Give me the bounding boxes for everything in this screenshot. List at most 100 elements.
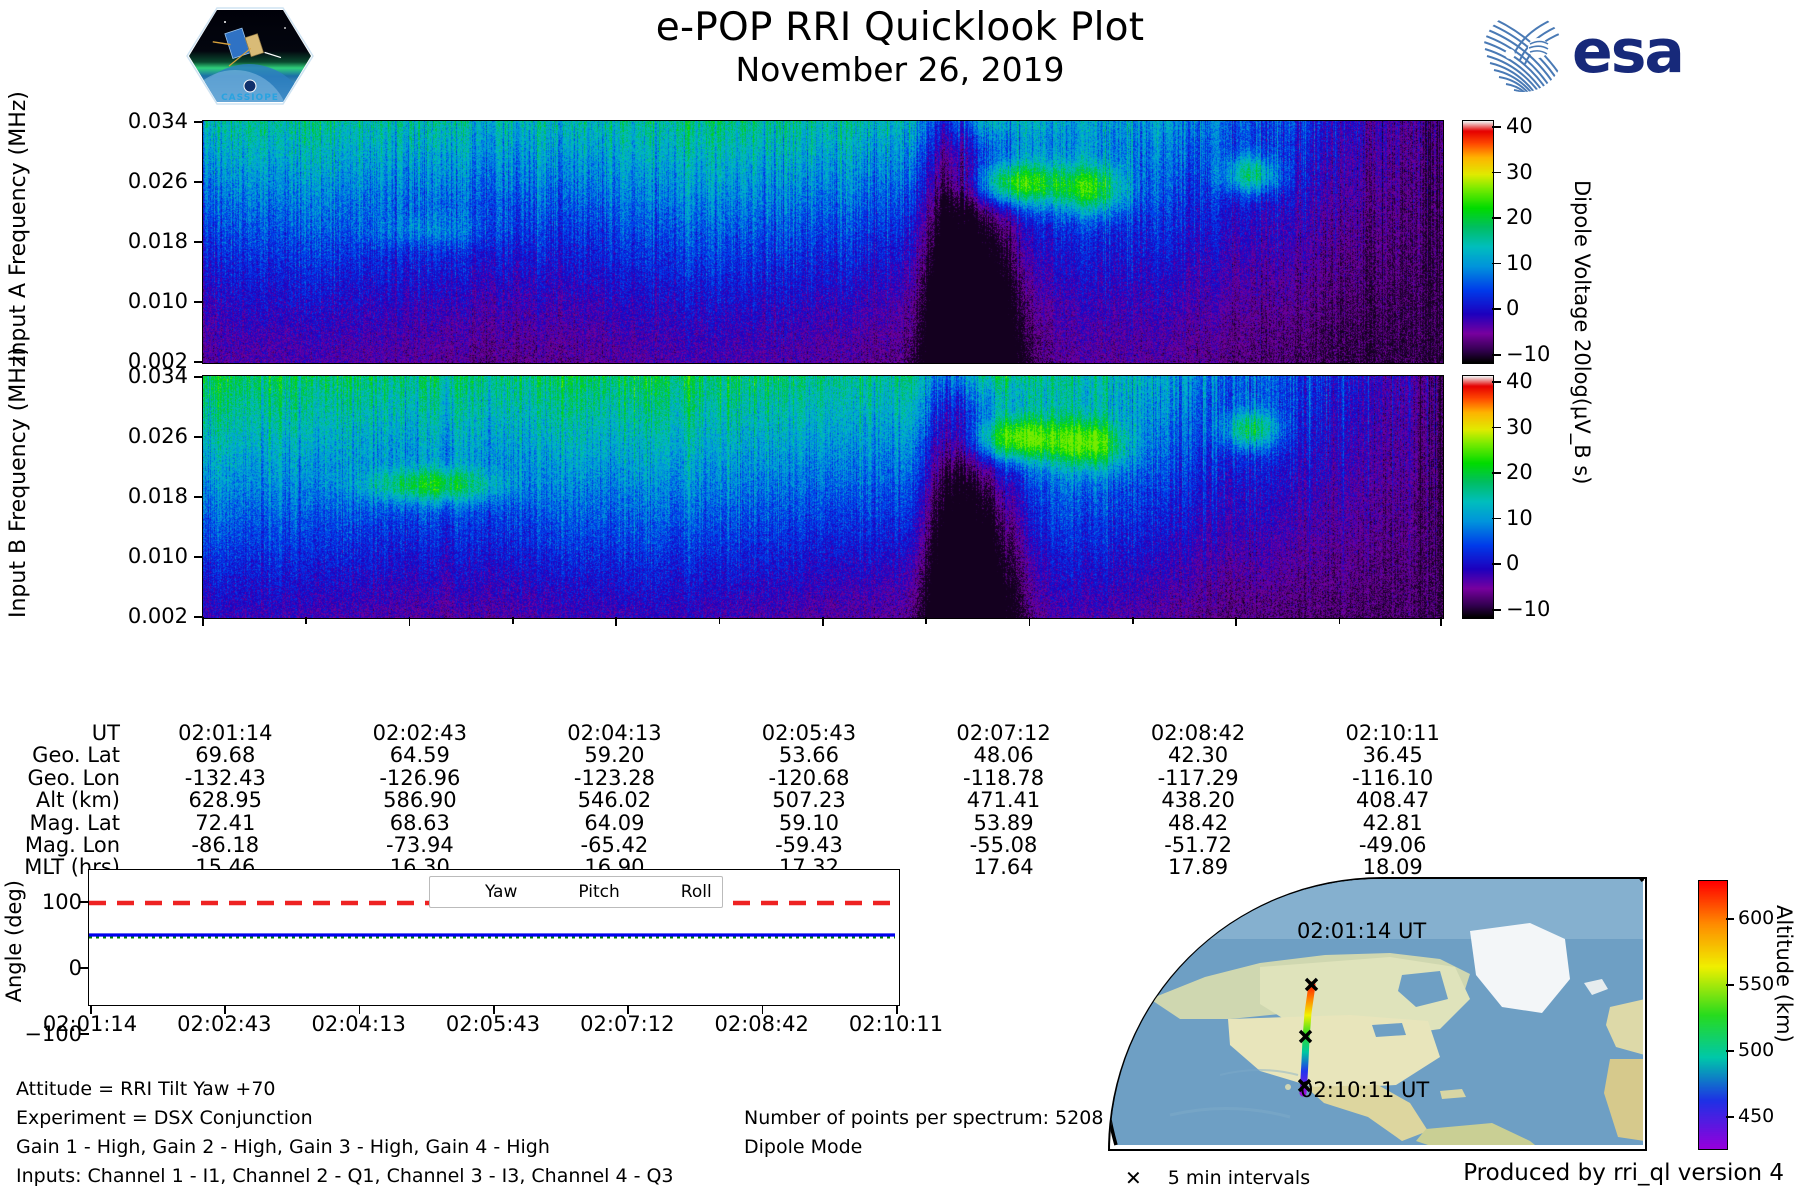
spectrogram-xtick-mark [408, 617, 411, 626]
ephemeris-cell: 53.66 [778, 743, 840, 768]
altitude-tick-label: 550 [1738, 973, 1775, 995]
ephemeris-cell: -51.72 [1164, 833, 1232, 858]
spectrogram-a-plot [202, 120, 1444, 364]
ephemeris-cell: 628.95 [188, 788, 263, 813]
spectrogram-xtick-minor [512, 617, 514, 624]
ephemeris-cell: -120.68 [768, 765, 850, 790]
colorbar-b-tick-mark [1492, 517, 1501, 520]
ephemeris-cell: 02:05:43 [761, 721, 857, 745]
spectrogram-xtick-mark [1235, 617, 1237, 626]
spectrogram-b-ytick-label: 0.026 [127, 424, 188, 448]
altitude-tick-mark [1726, 1050, 1734, 1052]
spectrogram-b-ytick-mark [194, 376, 203, 378]
ephemeris-row: Alt (km) 628.95 586.90 546.02 507.23 471.41 43… [0, 788, 1490, 813]
attitude-ytick-mark [80, 967, 89, 969]
spectrogram-b-ytick-mark [194, 556, 203, 558]
ephemeris-table-body: UT 02:01:14 02:02:43 02:04:13 02:05:43 02:07:… [0, 722, 1490, 879]
attitude-ytick-mark [80, 1033, 89, 1035]
spectrogram-a-ytick-mark [194, 301, 203, 303]
map-legend: ✕ 5 min intervals [1125, 1166, 1310, 1190]
spectrogram-xtick-minor [718, 617, 721, 624]
ephemeris-cell: 02:10:11 [1345, 721, 1440, 745]
ephemeris-row: UT 02:01:14 02:02:43 02:04:13 02:05:43 02:07:… [0, 721, 1490, 745]
legend-label-yaw: Yaw [485, 882, 518, 902]
ephemeris-cell: 42.81 [1362, 810, 1423, 835]
ephemeris-cell: 438.20 [1161, 788, 1235, 813]
esa-wordmark: esa [1572, 17, 1683, 87]
colorbar-a-tick-label: 0 [1506, 296, 1520, 321]
ephemeris-cell: -55.08 [969, 833, 1038, 858]
ephemeris-cell: -59.43 [775, 833, 843, 858]
attitude-xtick-mark [224, 1005, 226, 1014]
ephemeris-cell: 471.41 [966, 788, 1041, 813]
ephemeris-cell: 02:08:42 [1150, 721, 1246, 745]
ephemeris-cell: 17.64 [973, 855, 1034, 880]
spectrogram-b-ytick-label: 0.018 [127, 484, 188, 508]
ephemeris-cell: 586.90 [383, 788, 457, 813]
legend-item-pitch: Pitch [533, 882, 619, 902]
colorbar-b-tick-label: 10 [1506, 505, 1533, 530]
altitude-tick-label: 450 [1738, 1105, 1775, 1127]
colorbar-a-tick-mark [1492, 262, 1501, 265]
spectrogram-xtick-mark [1028, 617, 1031, 626]
spectrogram-xtick-minor [1338, 617, 1341, 624]
ephemeris-cell: 02:04:13 [567, 721, 662, 745]
ephemeris-cell: 36.45 [1362, 743, 1423, 768]
ephemeris-row-label: Mag. Lon [24, 833, 120, 858]
attitude-xtick-label: 02:04:13 [311, 1012, 406, 1036]
colorbar-b-tick-mark [1492, 609, 1501, 611]
spectrogram-a-ytick-mark [194, 241, 203, 243]
ephemeris-cell: -86.18 [191, 833, 260, 858]
altitude-tick-label: 500 [1738, 1039, 1775, 1061]
ephemeris-row-label: Geo. Lat [32, 743, 120, 768]
attitude-xtick-label: 02:08:42 [714, 1012, 809, 1036]
ephemeris-row: Geo. Lat 69.68 64.59 59.20 53.66 48.06 42.30 36… [0, 743, 1490, 768]
colorbar-a-tick-label: 40 [1506, 114, 1533, 138]
spectrogram-b-ytick-mark [194, 616, 203, 618]
colorbar-a-tick-label: 10 [1506, 250, 1533, 275]
ephemeris-cell: -117.29 [1157, 765, 1239, 790]
ephemeris-row-label: UT [91, 721, 120, 745]
footer-line-left: Gain 1 - High, Gain 2 - High, Gain 3 - H… [16, 1136, 550, 1158]
colorbar-b-tick-label: −10 [1506, 597, 1551, 621]
attitude-xtick-mark [627, 1005, 629, 1014]
attitude-legend: Yaw Pitch Roll [429, 876, 723, 908]
altitude-tick-label: 600 [1738, 907, 1775, 929]
colorbar-b-tick-label: 20 [1506, 460, 1533, 485]
legend-label-pitch: Pitch [578, 882, 620, 902]
spectrogram-b-ytick-label: 0.010 [127, 544, 188, 568]
spectrogram-xtick-minor [925, 617, 927, 624]
footer-line-mid: Dipole Mode [744, 1136, 863, 1158]
attitude-ytick-label: 100 [41, 890, 82, 914]
ephemeris-row: Mag. Lon -86.18 -73.94 -65.42 -59.43 -55.08 -5… [0, 833, 1490, 858]
spectrogram-a-ytick-mark [194, 121, 203, 123]
ephemeris-row-label: Mag. Lat [29, 810, 120, 835]
ephemeris-cell: 68.63 [389, 810, 450, 835]
attitude-xtick-mark [761, 1005, 764, 1014]
ephemeris-cell: -73.94 [385, 833, 454, 858]
colorbar-b-tick-label: 30 [1506, 414, 1533, 439]
page-title: e-POP RRI Quicklook Plot [655, 5, 1145, 50]
colorbar-a-tick-label: 30 [1506, 159, 1533, 184]
altitude-tick-mark [1726, 918, 1734, 920]
altitude-tick-mark [1726, 984, 1734, 986]
spectrogram-a-ylabel: Input A Frequency (MHz) [6, 91, 31, 362]
ground-track-map [1108, 877, 1647, 1151]
spectrogram-xtick-mark [615, 617, 617, 626]
ephemeris-cell: -49.06 [1358, 833, 1427, 858]
colorbar-title: Dipole Voltage 20log(μV_B s) [1570, 180, 1594, 485]
spectrogram-b-plot [202, 375, 1444, 619]
ephemeris-cell: 18.09 [1362, 855, 1423, 880]
ephemeris-row-label: Alt (km) [35, 788, 120, 813]
footer-line-left: Attitude = RRI Tilt Yaw +70 [16, 1078, 276, 1100]
spectrogram-a-ytick-mark [194, 181, 203, 183]
spectrogram-xtick-minor [305, 617, 307, 624]
ephemeris-cell: 02:01:14 [178, 721, 273, 745]
spectrogram-xtick-mark [202, 617, 204, 626]
colorbar-a-tick-label: −10 [1506, 342, 1551, 366]
ephemeris-row: Mag. Lat 72.41 68.63 64.09 59.10 53.89 48.42 42… [0, 810, 1490, 835]
colorbar-b-tick-label: 0 [1506, 551, 1520, 576]
colorbar-a-tick-mark [1492, 126, 1501, 128]
attitude-ytick-mark [80, 901, 89, 903]
spectrogram-b-ytick-label: 0.002 [127, 604, 188, 628]
